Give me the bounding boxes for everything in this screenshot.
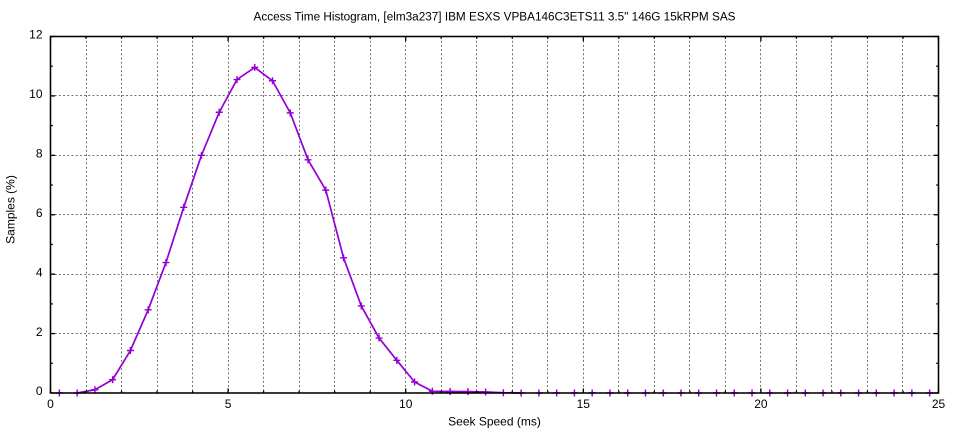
svg-text:10: 10 [399, 397, 413, 411]
svg-text:0: 0 [36, 384, 43, 398]
svg-text:15: 15 [577, 397, 591, 411]
svg-text:Seek Speed (ms): Seek Speed (ms) [448, 414, 541, 428]
svg-text:2: 2 [36, 325, 43, 339]
svg-text:5: 5 [225, 397, 232, 411]
svg-text:12: 12 [29, 28, 43, 42]
svg-text:10: 10 [29, 87, 43, 101]
svg-text:6: 6 [36, 206, 43, 220]
svg-text:Samples (%): Samples (%) [4, 175, 18, 244]
svg-text:Access Time Histogram, [elm3a2: Access Time Histogram, [elm3a237] IBM ES… [254, 10, 736, 23]
svg-text:0: 0 [47, 397, 54, 411]
svg-text:20: 20 [754, 397, 768, 411]
svg-text:25: 25 [932, 397, 946, 411]
svg-text:4: 4 [36, 265, 43, 279]
svg-text:8: 8 [36, 147, 43, 161]
